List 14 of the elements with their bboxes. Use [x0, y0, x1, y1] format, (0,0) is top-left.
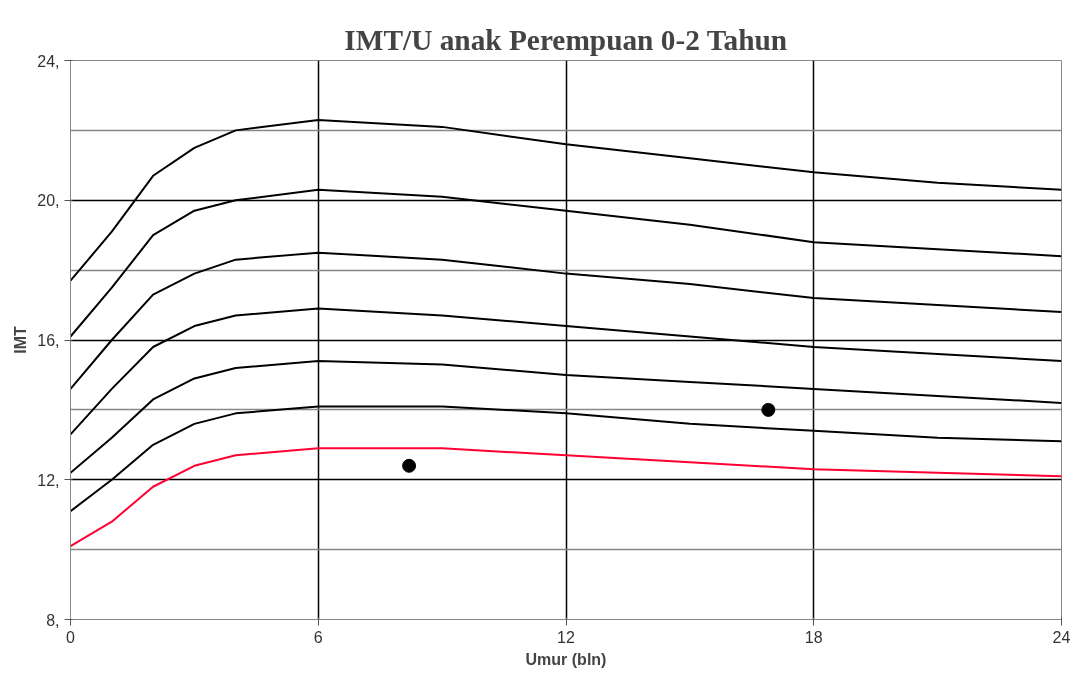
y-tick-label: 16, — [37, 332, 60, 349]
chart-title: IMT/U anak Perempuan 0-2 Tahun — [344, 23, 788, 56]
y-tick-label: 8, — [46, 611, 60, 629]
x-tick-label: 0 — [66, 628, 76, 646]
x-axis-title: Umur (bln) — [525, 650, 607, 668]
y-tick-label: 20, — [37, 192, 60, 210]
x-tick-label: 18 — [804, 628, 823, 646]
y-axis-title: IMT — [12, 326, 30, 354]
line-series — [70, 447, 1062, 548]
x-tick-label: 12 — [557, 628, 575, 646]
y-tick-label: 12, — [37, 471, 60, 489]
x-tick-label: 24 — [1052, 628, 1071, 646]
y-tick-label: 24, — [37, 52, 60, 70]
x-tick-label: 6 — [313, 628, 323, 646]
